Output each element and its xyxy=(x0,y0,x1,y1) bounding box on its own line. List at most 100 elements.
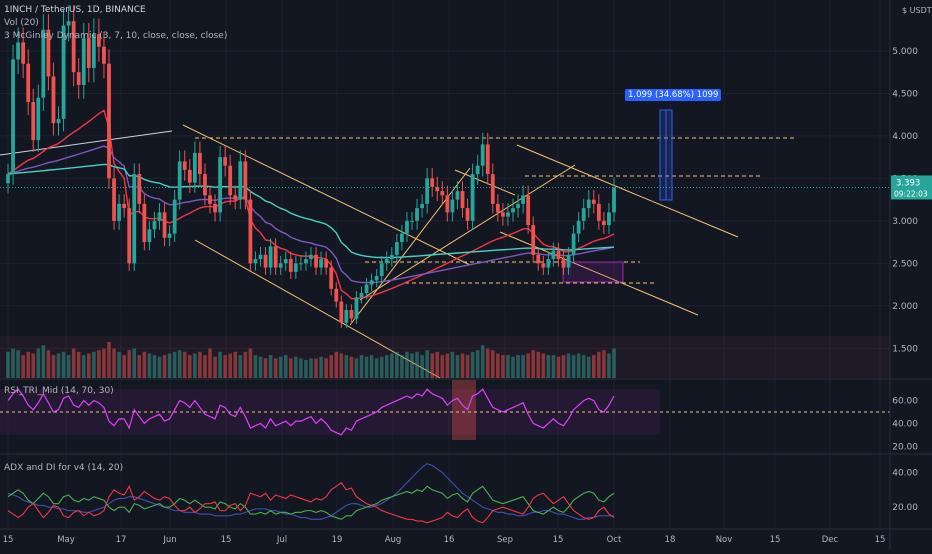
candle-body xyxy=(91,33,96,68)
volume-band xyxy=(0,336,890,378)
candle-body xyxy=(551,250,556,260)
volume-bar xyxy=(551,355,556,378)
volume-bar xyxy=(233,351,238,378)
volume-bar xyxy=(218,351,222,378)
volume-bar xyxy=(117,351,121,378)
volume-bar xyxy=(162,355,167,378)
volume-bar xyxy=(415,351,419,378)
volume-bar xyxy=(36,348,41,378)
volume-bar xyxy=(586,356,591,378)
candle-body xyxy=(354,297,359,319)
time-tick-label: 19 xyxy=(332,535,343,545)
volume-bar xyxy=(299,358,303,378)
volume-bar xyxy=(491,350,495,378)
candle-body xyxy=(97,33,101,47)
candle-body xyxy=(400,233,404,243)
volume-legend[interactable]: Vol (20) xyxy=(4,18,39,28)
volume-bar xyxy=(76,351,81,378)
adx-legend[interactable]: ADX and DI for v4 (14, 20) xyxy=(4,463,124,473)
time-tick-label: Jun xyxy=(162,535,176,545)
volume-bar xyxy=(526,353,530,378)
candle-body xyxy=(233,195,238,200)
candle-body xyxy=(66,21,71,26)
time-tick-label: 17 xyxy=(116,535,127,545)
last-price-badge xyxy=(891,175,932,200)
candle-body xyxy=(349,310,354,319)
candle-body xyxy=(152,220,157,230)
channel-upper-1 xyxy=(182,124,471,266)
volume-bar xyxy=(127,350,131,378)
candle-body xyxy=(384,259,389,264)
time-tick-label: 15 xyxy=(553,535,564,545)
symbol-title[interactable]: 1INCH / TetherUS, 1D, BINANCE xyxy=(4,5,146,15)
adx-tick-label: 20.00 xyxy=(892,503,918,513)
volume-bar xyxy=(314,358,318,378)
candle-body xyxy=(566,254,571,268)
volume-bar xyxy=(390,353,394,378)
volume-bar xyxy=(289,358,293,378)
candle-body xyxy=(293,263,298,272)
candle-body xyxy=(253,259,258,264)
volume-bar xyxy=(501,355,505,378)
candle-body xyxy=(329,267,334,289)
candle-body xyxy=(612,187,616,213)
candle-body xyxy=(157,212,162,221)
rsi-highlight xyxy=(452,380,476,440)
volume-bar xyxy=(263,358,268,378)
volume-bar xyxy=(430,353,434,378)
candle-body xyxy=(127,208,132,264)
volume-bar xyxy=(172,351,177,378)
volume-bar xyxy=(243,351,248,378)
volume-bar xyxy=(364,356,369,378)
time-tick-label: 18 xyxy=(665,535,676,545)
volume-bar xyxy=(304,360,308,378)
volume-bar xyxy=(480,345,485,378)
candle-body xyxy=(415,208,419,221)
volume-bar xyxy=(157,356,162,378)
volume-bar xyxy=(511,356,515,378)
volume-bar xyxy=(46,350,51,378)
rsi-tick-label: 20.00 xyxy=(892,442,918,452)
candle-body xyxy=(359,293,364,298)
candle-body xyxy=(364,284,369,294)
time-tick-label: Aug xyxy=(385,535,402,545)
volume-bar xyxy=(92,351,96,378)
volume-bar xyxy=(576,353,581,378)
candle-body xyxy=(142,203,147,243)
candle-body xyxy=(304,259,308,264)
candle-body xyxy=(485,144,490,175)
volume-bar xyxy=(283,355,288,378)
candle-body xyxy=(71,21,76,73)
candle-body xyxy=(208,195,212,204)
volume-bar xyxy=(612,348,616,378)
mcginley-legend[interactable]: 3 McGinley Dynamic (3, 7, 10, close, clo… xyxy=(4,31,228,41)
time-tick-label: 15 xyxy=(875,535,886,545)
volume-bar xyxy=(561,355,566,378)
volume-bar xyxy=(420,355,424,378)
candle-body xyxy=(31,101,36,141)
volume-bar xyxy=(294,356,298,378)
volume-bar xyxy=(188,355,192,378)
volume-bar xyxy=(102,348,106,378)
volume-bar xyxy=(228,353,232,378)
time-tick-label: Nov xyxy=(716,535,733,545)
rsi-legend[interactable]: RSI_TRI_Mid (14, 70, 30) xyxy=(4,386,114,396)
adx-line xyxy=(7,482,615,524)
volume-bar xyxy=(597,351,601,378)
candle-body xyxy=(203,174,207,196)
last-price-value: 3.393 xyxy=(896,178,920,188)
candle-body xyxy=(607,212,611,226)
candle-body xyxy=(278,263,283,268)
adx-line xyxy=(7,485,615,520)
symbol-legend[interactable]: 1INCH / TetherUS, 1D, BINANCE Vol (20) 3… xyxy=(4,4,227,43)
volume-bar xyxy=(516,355,520,378)
volume-bar xyxy=(329,355,333,378)
volume-bar xyxy=(531,350,535,378)
volume-bar xyxy=(384,355,389,378)
candle-body xyxy=(76,72,81,85)
candle-body xyxy=(420,203,424,209)
channel-rise-1 xyxy=(349,167,471,326)
candle-body xyxy=(228,165,233,196)
